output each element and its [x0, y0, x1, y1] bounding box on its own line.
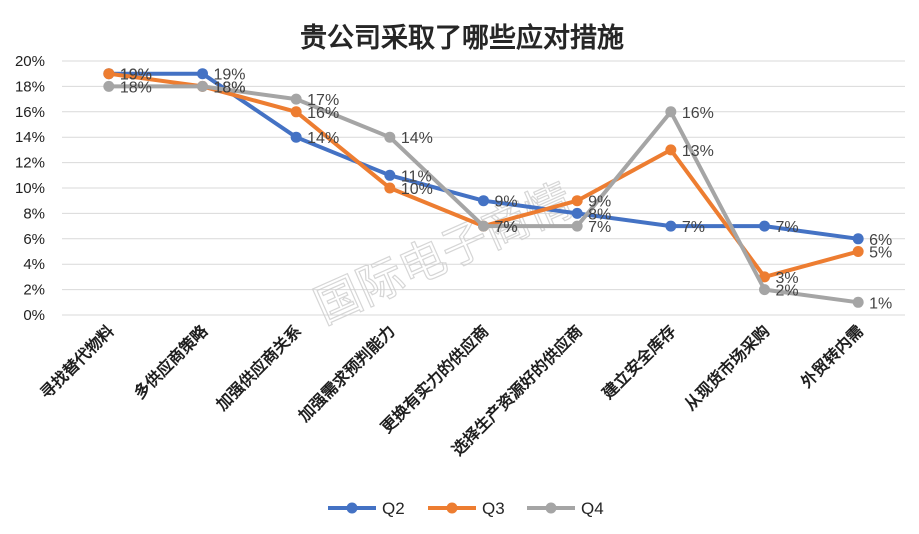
data-label-q4: 18%: [120, 79, 152, 96]
y-tick-label: 14%: [15, 129, 45, 146]
data-point-q2: [759, 220, 770, 232]
x-tick-label: 多供应商策略: [130, 321, 212, 403]
data-point-q2: [478, 195, 489, 207]
legend-marker-q2: [346, 502, 358, 514]
data-point-q2: [852, 233, 864, 245]
y-tick-label: 18%: [15, 78, 45, 95]
legend-marker-q3: [446, 502, 458, 514]
data-point-q3: [665, 144, 677, 156]
data-point-q3: [290, 106, 302, 118]
x-tick-label: 外贸转内需: [796, 321, 867, 392]
data-label-q4: 16%: [682, 105, 714, 122]
legend-label-q2: Q2: [382, 499, 405, 518]
data-point-q4: [665, 106, 677, 118]
data-label-q4: 14%: [401, 130, 433, 147]
series-lines: [103, 68, 864, 308]
data-point-q3: [852, 246, 864, 257]
data-label-q4: 1%: [869, 295, 892, 312]
data-point-q2: [384, 169, 396, 181]
data-point-q2: [665, 220, 677, 232]
y-tick-label: 2%: [23, 282, 45, 299]
data-point-q4: [759, 284, 770, 296]
data-label-q2: 19%: [214, 67, 246, 84]
data-label-q4: 7%: [495, 219, 518, 236]
data-point-q2: [197, 68, 208, 80]
y-tick-label: 10%: [15, 180, 45, 197]
data-label-q4: 2%: [776, 283, 799, 300]
data-label-q4: 17%: [307, 92, 339, 109]
legend: Q2 Q3 Q4: [328, 499, 604, 518]
watermark: 国际电子商情: [306, 173, 580, 335]
legend-label-q3: Q3: [482, 499, 505, 518]
x-tick-label: 从现货市场采购: [681, 321, 774, 414]
data-point-q2: [571, 207, 583, 219]
y-tick-label: 4%: [23, 256, 45, 273]
data-point-q4: [571, 220, 583, 232]
x-axis: 寻找替代物料 多供应商策略 加强供应商关系加强需求预判能力更换有实力的供应商选择生产…: [36, 321, 867, 460]
data-label-q3: 19%: [120, 67, 152, 84]
data-label-q2: 11%: [401, 168, 432, 185]
y-tick-label: 16%: [15, 104, 45, 121]
data-label-q4: 7%: [588, 219, 611, 236]
data-label-q2: 19%: [120, 67, 152, 84]
x-tick-label: 寻找替代物料: [36, 321, 117, 402]
data-label-q2: 6%: [869, 232, 892, 249]
data-point-q3: [384, 182, 396, 194]
data-label-q2: 9%: [495, 194, 518, 211]
data-label-q3: 9%: [588, 194, 611, 211]
legend-label-q4: Q4: [581, 499, 604, 518]
x-tick-label: 加强供应商关系: [212, 321, 305, 414]
y-tick-label: 0%: [23, 307, 45, 324]
data-label-q3: 18%: [214, 79, 246, 96]
data-point-q3: [103, 68, 115, 80]
data-point-q3: [759, 271, 770, 283]
y-tick-label: 12%: [15, 155, 45, 172]
data-label-q3: 16%: [307, 105, 339, 122]
data-point-q2: [290, 131, 302, 143]
y-axis: 0% 2% 4% 6% 8% 10% 12% 14% 16% 18% 20%: [15, 53, 45, 324]
data-label-q2: 7%: [776, 219, 799, 236]
data-label-q2: 8%: [588, 206, 611, 223]
grid-lines: [62, 60, 905, 316]
y-tick-label: 20%: [15, 53, 45, 70]
chart-title: 贵公司采取了哪些应对措施: [300, 22, 624, 54]
data-label-q3: 3%: [776, 270, 799, 287]
legend-marker-q4: [545, 502, 557, 514]
data-label-q3: 7%: [495, 219, 518, 236]
data-label-q3: 5%: [869, 245, 892, 262]
series-line-q4: [106, 84, 861, 305]
x-tick-label: 加强需求预判能力: [294, 321, 399, 426]
data-labels: 19% 19%14%11%9%8%7% 7%6%19%18%16%10%7%9%13…: [120, 67, 892, 313]
x-tick-label: 建立安全库存: [598, 321, 679, 402]
data-point-q4: [103, 80, 115, 92]
data-point-q4: [478, 220, 489, 232]
data-point-q4: [290, 93, 302, 105]
data-label-q2: 7%: [682, 219, 705, 236]
data-label-q4: 18%: [214, 79, 246, 96]
y-tick-label: 8%: [23, 205, 45, 222]
data-point-q4: [852, 296, 864, 308]
data-label-q2: 14%: [307, 130, 339, 147]
data-label-q3: 13%: [682, 143, 714, 160]
data-label-q3: 10%: [401, 181, 433, 198]
data-point-q4: [197, 80, 208, 92]
data-point-q3: [571, 195, 583, 207]
y-tick-label: 6%: [23, 231, 45, 248]
data-point-q4: [384, 131, 396, 143]
